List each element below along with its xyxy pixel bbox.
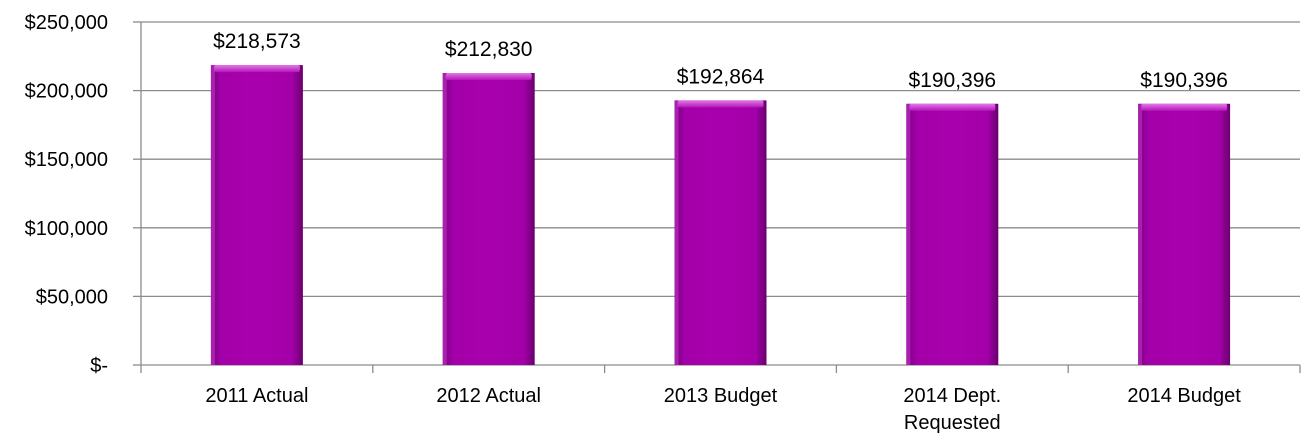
bar — [1138, 103, 1231, 366]
x-category-label: 2013 Budget — [664, 385, 778, 407]
x-category-label: 2011 Actual — [205, 385, 308, 407]
bar-body — [210, 65, 303, 365]
bar-edge-highlight — [906, 103, 911, 366]
bar-body — [1138, 103, 1231, 366]
bar-cap — [445, 72, 532, 80]
bar-edge-highlight — [442, 72, 447, 365]
data-label: $218,573 — [213, 30, 301, 53]
bar — [442, 72, 535, 365]
x-category-label: 2014 Dept. — [903, 385, 1001, 407]
x-category-label: 2012 Actual — [436, 385, 541, 407]
bar-body — [906, 103, 999, 366]
bar-edge-highlight — [1138, 103, 1143, 366]
bar-edge-highlight — [674, 100, 679, 365]
x-category-labels: 2011 Actual 2012 Actual 2013 Budget 2014 De… — [205, 385, 1241, 434]
y-tick-label: $200,000 — [25, 81, 108, 103]
data-label: $192,864 — [677, 65, 765, 88]
y-tick-label: $50,000 — [36, 286, 108, 308]
data-label: $212,830 — [445, 38, 533, 61]
bar-body — [674, 100, 767, 365]
bar-cap — [1141, 103, 1228, 111]
bar — [674, 100, 767, 365]
x-category-label: 2014 Budget — [1127, 385, 1241, 407]
bar — [906, 103, 999, 366]
data-labels: $218,573 $212,830 $192,864 $190,396 $190,396 — [213, 30, 1228, 92]
y-tick-label: $100,000 — [25, 218, 108, 240]
bar-cap — [677, 100, 764, 108]
bars — [210, 65, 1231, 366]
data-label: $190,396 — [909, 69, 997, 92]
data-label: $190,396 — [1140, 69, 1228, 92]
bar-body — [442, 72, 535, 365]
y-tick-label: $150,000 — [25, 149, 108, 171]
y-tick-labels: $- $50,000 $100,000 $150,000 $200,000 $250,00… — [25, 12, 108, 377]
bar-edge-highlight — [210, 65, 215, 365]
y-tick-label: $250,000 — [25, 12, 108, 34]
bar-cap — [213, 65, 300, 73]
y-tick-label: $- — [90, 355, 108, 377]
bar-cap — [909, 103, 996, 111]
bar — [210, 65, 303, 365]
x-category-label: Requested — [904, 412, 1001, 434]
